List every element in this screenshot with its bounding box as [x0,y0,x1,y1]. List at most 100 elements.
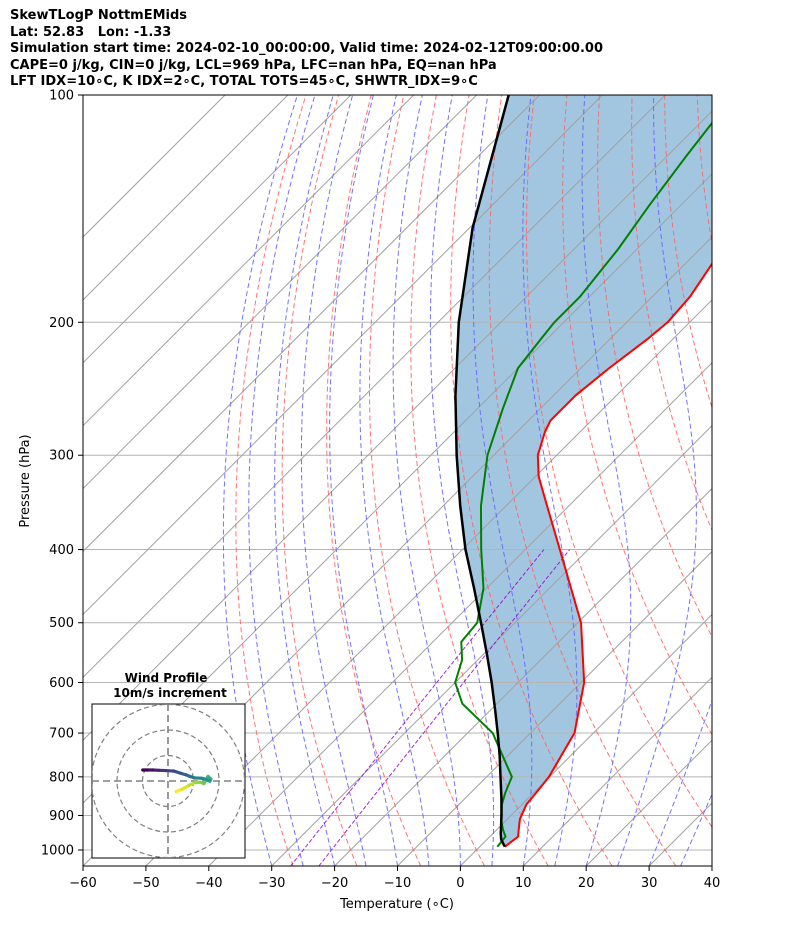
wind-barb [711,125,712,127]
barb-flag [743,801,747,814]
y-tick-label: 100 [49,89,74,104]
barb-flag [738,214,742,227]
barb-flag [737,740,742,753]
barb-shaft [711,653,712,654]
dry-adiabat [369,95,485,866]
dry-adiabat [326,95,422,866]
barb-flag [742,740,747,753]
y-tick-label: 300 [49,449,74,464]
barb-shaft [711,708,712,709]
wind-barb [711,505,712,506]
wind-barb [711,801,747,816]
barb-flag [738,802,742,815]
barb-flag [737,818,742,831]
isotherm-line [460,613,712,866]
x-axis-label: Temperature (∘C) [339,897,454,912]
wind-barb [711,640,747,654]
isotherm-line [208,362,712,866]
isotherm-line [334,487,712,866]
barb-shaft [711,681,712,683]
wind-barb [711,214,742,228]
x-tick-label: 0 [456,876,464,891]
barb-flag [726,840,737,848]
barb-flag [743,763,747,776]
wind-barb [711,732,712,734]
mixing-ratio-line [318,549,571,866]
isotherm-line [83,95,540,553]
chart-header: SkewTLogP NottmEMids Lat: 52.83 Lon: -1.… [10,8,603,91]
isotherm-line [711,865,712,866]
y-tick-label: 700 [49,727,74,742]
wind-barb [711,763,747,777]
dry-adiabat [488,95,677,866]
barb-shaft [711,732,712,734]
x-tick-label: −30 [258,876,285,891]
barb-flag [742,818,747,831]
hodograph-subtitle: 10m/s increment [113,686,227,700]
location-line: Lat: 52.83 Lon: -1.33 [10,24,172,40]
moist-adiabat [472,95,533,866]
cape-area [455,95,712,847]
wind-barb [711,818,747,834]
dry-adiabat [235,95,307,866]
x-tick-label: −50 [132,876,159,891]
barb-flag [743,668,747,681]
x-tick-label: −10 [384,876,411,891]
barb-flag [743,640,747,653]
wind-barb [711,574,747,589]
isotherm-line [83,95,289,301]
barb-flag [730,838,741,846]
dry-adiabat [281,95,358,866]
y-axis-label: Pressure (hPa) [18,434,33,527]
barb-flag [743,609,747,622]
barb-flag [739,309,743,322]
moist-adiabat [392,95,461,866]
chart-title: SkewTLogP NottmEMids [10,8,188,23]
barb-half-flag [728,847,734,852]
barb-half-flag [736,354,738,361]
x-tick-label: −20 [321,876,348,891]
y-tick-label: 1000 [41,844,74,859]
moist-adiabat [300,95,367,866]
moist-adiabat [359,95,430,866]
isotherm-line [83,95,352,364]
dry-adiabat [526,95,712,828]
barb-flag [738,783,742,796]
y-tick-label: 200 [49,316,74,331]
barb-shaft [711,454,712,456]
hodograph-inset: Wind Profile 10m/s increment [91,671,246,859]
barb-flag [743,309,747,322]
barb-flag [742,178,747,191]
barb-flag [743,264,747,277]
dry-adiabat [562,95,712,736]
isotherm-line [397,550,712,866]
barb-shaft [711,192,712,194]
barb-flag [738,140,743,153]
dry-adiabat [762,95,794,866]
moist-adiabat [222,95,298,866]
y-tick-label: 500 [49,616,74,631]
barb-shaft [711,755,712,756]
moist-adiabat [522,95,578,866]
barb-flag [743,382,747,395]
moist-adiabat [711,864,712,866]
barb-flag [743,441,747,454]
mixing-ratio-line [290,549,545,866]
barb-shaft [711,587,712,589]
barb-flag [743,348,747,361]
barb-shaft [711,227,712,228]
barb-shaft [711,154,712,155]
barb-flag [734,831,741,843]
wind-barb [711,264,747,279]
x-tick-label: 30 [641,876,658,891]
isotherm-line [83,95,477,490]
wind-barb [711,140,743,155]
axes: −60 −50 −40 −30 −20 −10 0 10 20 30 40 100 200 300 400 5… [41,89,720,892]
x-tick-label: −40 [195,876,222,891]
time-line: Simulation start time: 2024-02-10_00:00:… [10,41,603,56]
x-tick-label: −60 [69,876,96,891]
wind-barb [712,348,747,361]
isotherm-line [145,299,712,866]
barb-flag [743,574,747,587]
